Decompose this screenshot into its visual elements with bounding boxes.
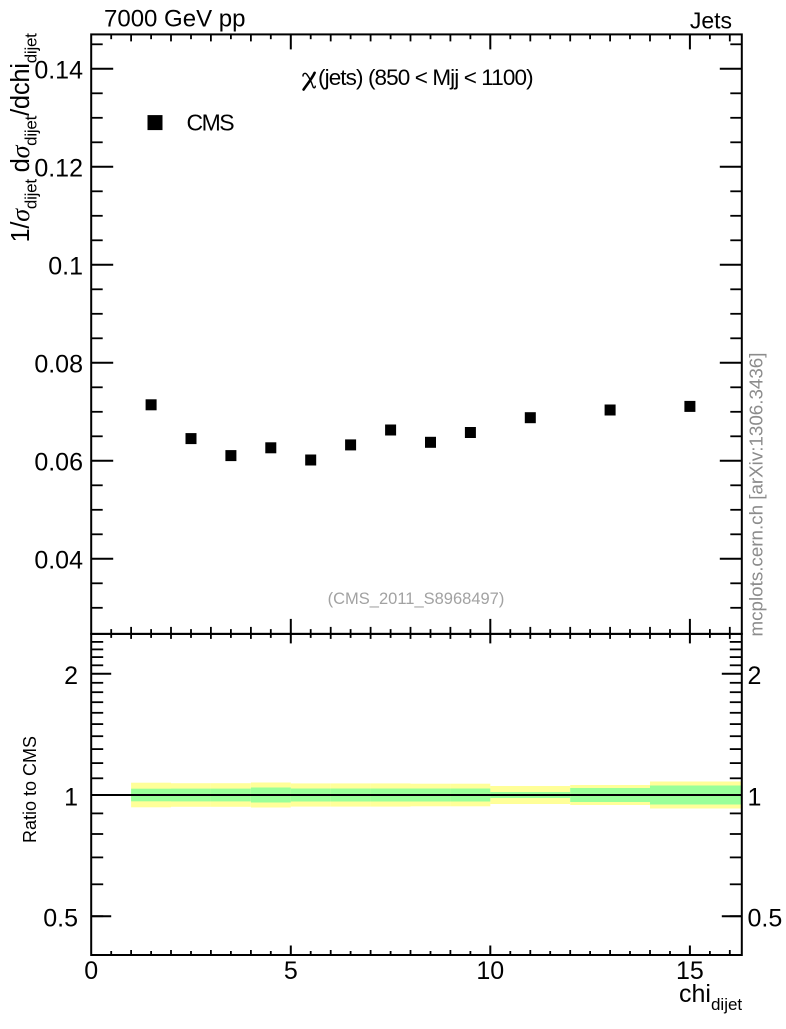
svg-text:0: 0 bbox=[84, 957, 98, 985]
svg-text:(jets) (850 < Mjj < 1100): (jets) (850 < Mjj < 1100) bbox=[318, 65, 533, 90]
svg-text:Jets: Jets bbox=[690, 8, 732, 34]
svg-text:10: 10 bbox=[476, 957, 504, 985]
svg-text:0.1: 0.1 bbox=[48, 252, 83, 280]
svg-text:2: 2 bbox=[64, 662, 78, 690]
svg-text:1: 1 bbox=[748, 783, 762, 811]
svg-text:(CMS_2011_S8968497): (CMS_2011_S8968497) bbox=[328, 590, 505, 608]
svg-text:Ratio to CMS: Ratio to CMS bbox=[20, 736, 40, 843]
svg-text:1: 1 bbox=[64, 783, 78, 811]
svg-text:0.04: 0.04 bbox=[34, 546, 83, 574]
svg-text:15: 15 bbox=[676, 957, 704, 985]
svg-text:0.08: 0.08 bbox=[34, 350, 83, 378]
svg-text:2: 2 bbox=[748, 662, 762, 690]
svg-text:CMS: CMS bbox=[187, 110, 235, 136]
svg-text:mcplots.cern.ch [arXiv:1306.34: mcplots.cern.ch [arXiv:1306.3436] bbox=[746, 353, 767, 637]
svg-text:5: 5 bbox=[284, 957, 298, 985]
svg-text:0.06: 0.06 bbox=[34, 448, 83, 476]
svg-text:0.14: 0.14 bbox=[34, 56, 83, 84]
svg-text:0.5: 0.5 bbox=[43, 905, 78, 933]
svg-text:0.5: 0.5 bbox=[748, 905, 783, 933]
svg-text:7000 GeV pp: 7000 GeV pp bbox=[104, 6, 245, 33]
svg-text:0.12: 0.12 bbox=[34, 154, 83, 182]
